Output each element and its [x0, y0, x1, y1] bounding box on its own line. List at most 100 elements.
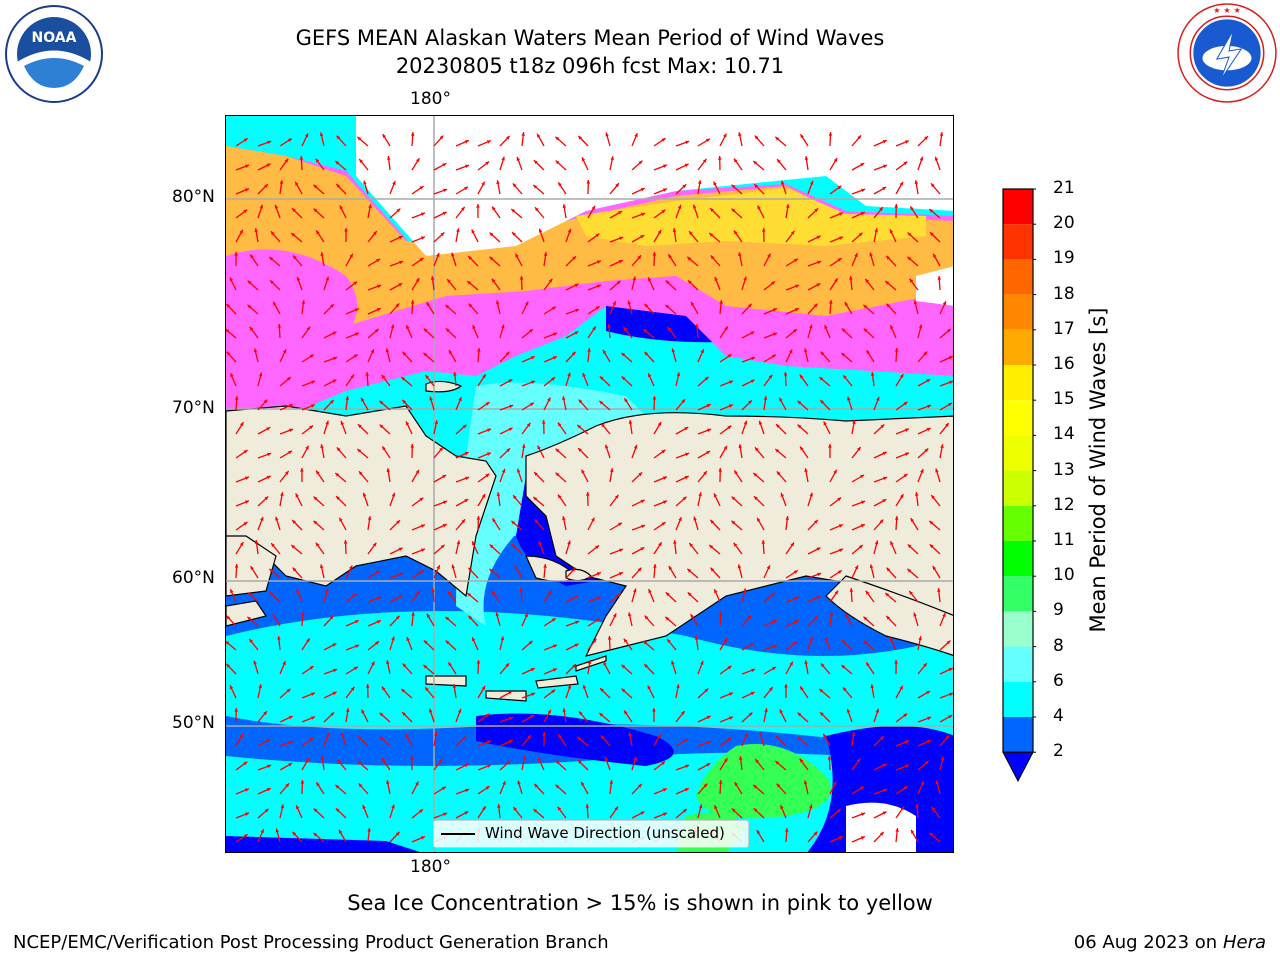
wave-arrow: [869, 564, 875, 579]
wave-arrow: [250, 565, 259, 579]
wave-arrow: [622, 326, 633, 339]
colorbar-segment: [1003, 681, 1033, 717]
wave-arrow: [499, 156, 505, 171]
wave-arrow: [930, 494, 941, 507]
wave-arrow: [653, 563, 657, 579]
wave-arrow: [934, 156, 941, 171]
wave-arrow: [455, 206, 466, 219]
wave-arrow: [279, 450, 293, 459]
wave-arrow: [733, 469, 743, 483]
wave-arrow: [379, 736, 391, 747]
wave-arrow: [587, 544, 600, 555]
wave-arrow: [675, 204, 682, 219]
wave-arrow: [277, 323, 282, 339]
wave-arrow: [598, 400, 611, 411]
wave-arrow: [521, 328, 534, 339]
wave-arrow: [292, 567, 303, 579]
wave-arrow: [235, 788, 250, 795]
wave-arrow: [631, 254, 642, 267]
colorbar-segment: [1003, 294, 1033, 330]
wave-arrow: [367, 542, 377, 555]
nws-logo: ★ ★ ★: [1177, 3, 1277, 103]
wave-arrow: [345, 592, 358, 603]
wave-arrow: [555, 448, 567, 459]
wave-arrow: [514, 253, 523, 267]
wave-arrow: [829, 612, 834, 627]
wave-arrow: [248, 638, 259, 651]
wave-arrow: [609, 156, 614, 171]
wave-arrow: [643, 351, 655, 363]
wave-arrow: [279, 782, 290, 795]
wave-arrow: [609, 182, 620, 195]
wave-arrow: [433, 812, 448, 819]
wave-arrow: [582, 684, 589, 699]
wave-arrow: [319, 564, 325, 579]
wave-arrow: [338, 517, 347, 531]
wave-arrow: [489, 232, 501, 243]
wave-arrow: [607, 635, 612, 651]
wave-arrow: [939, 667, 953, 675]
wave-arrow: [489, 544, 501, 555]
wave-arrow: [367, 230, 378, 243]
wave-arrow: [807, 180, 814, 195]
wave-arrow: [621, 664, 633, 675]
wave-arrow: [804, 468, 809, 483]
wave-arrow: [565, 663, 577, 675]
wave-arrow: [521, 667, 536, 675]
wave-arrow: [785, 596, 800, 603]
wave-arrow: [807, 831, 818, 843]
wave-arrow: [555, 760, 567, 771]
wave-arrow: [910, 517, 919, 531]
wave-arrow: [467, 567, 479, 579]
wave-arrow: [562, 516, 567, 531]
wave-arrow: [472, 324, 479, 339]
wave-arrow: [247, 591, 259, 603]
kamchatka-land: [226, 600, 267, 627]
wave-arrow: [851, 500, 866, 507]
wave-arrow: [279, 740, 294, 747]
wave-arrow: [763, 686, 774, 699]
wave-arrow: [235, 521, 248, 531]
wave-arrow: [543, 306, 557, 315]
wave-arrow: [477, 160, 490, 171]
wave-arrow: [776, 783, 787, 795]
wave-arrow: [451, 564, 457, 579]
wave-arrow: [521, 756, 526, 771]
wave-arrow: [272, 613, 281, 627]
wave-arrow: [581, 469, 589, 483]
wave-arrow: [668, 565, 677, 579]
wave-arrow: [543, 564, 547, 579]
wave-arrow: [665, 304, 677, 315]
wave-arrow: [578, 710, 589, 723]
wave-arrow: [686, 568, 699, 579]
deep-blue-patch-2: [807, 726, 953, 852]
wave-arrow: [687, 279, 699, 291]
wave-arrow: [367, 828, 371, 843]
wave-arrow: [731, 496, 743, 507]
colorbar-tick-label: 16: [1053, 354, 1075, 374]
wave-arrow: [338, 829, 347, 843]
wave-arrow: [497, 804, 501, 819]
wave-arrow: [829, 157, 838, 171]
wave-arrow: [734, 781, 743, 795]
wave-arrow: [870, 372, 875, 387]
wave-arrow: [533, 783, 545, 795]
aleutian-island-1: [425, 675, 467, 687]
wave-arrow: [257, 183, 269, 195]
wave-arrow: [451, 252, 457, 267]
wave-arrow: [476, 659, 481, 675]
wave-arrow: [675, 764, 690, 771]
wave-arrow: [763, 619, 778, 627]
wave-arrow: [345, 644, 360, 651]
wave-arrow: [257, 516, 264, 531]
wave-arrow: [446, 278, 457, 291]
wave-arrow: [741, 276, 747, 291]
wave-arrow: [895, 713, 908, 723]
wave-arrow: [741, 691, 755, 699]
wave-arrow: [731, 184, 743, 195]
wave-arrow: [609, 494, 619, 507]
wave-arrow: [226, 640, 237, 651]
wave-arrow: [581, 157, 589, 171]
wave-arrow: [433, 231, 445, 243]
wave-arrow: [543, 252, 548, 267]
